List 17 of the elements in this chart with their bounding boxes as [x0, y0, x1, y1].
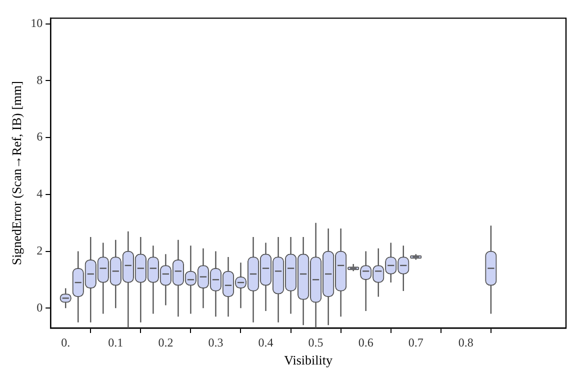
y-tick-label: 2: [36, 243, 43, 258]
y-axis-title: SignedError (Scan→Ref, IB) [mm]: [9, 81, 24, 266]
y-tick-label: 6: [36, 130, 43, 144]
y-tick-label: 0: [36, 300, 43, 314]
x-tick-label: 0.4: [258, 335, 274, 350]
x-tick-label: 0.3: [208, 335, 224, 350]
x-tick-label: 0.8: [458, 335, 474, 350]
x-tick-label: 0.2: [158, 335, 174, 350]
y-tick-label: 8: [36, 72, 43, 87]
x-tick-label: 0.: [61, 335, 70, 350]
y-tick-label: 4: [36, 186, 43, 201]
y-tick-label: 10: [30, 16, 43, 30]
x-axis-title: Visibility: [284, 352, 333, 368]
x-tick-label: 0.5: [308, 335, 324, 350]
x-tick-label: 0.7: [408, 335, 424, 350]
x-tick-label: 0.1: [108, 335, 124, 350]
x-tick-label: 0.6: [358, 335, 374, 350]
